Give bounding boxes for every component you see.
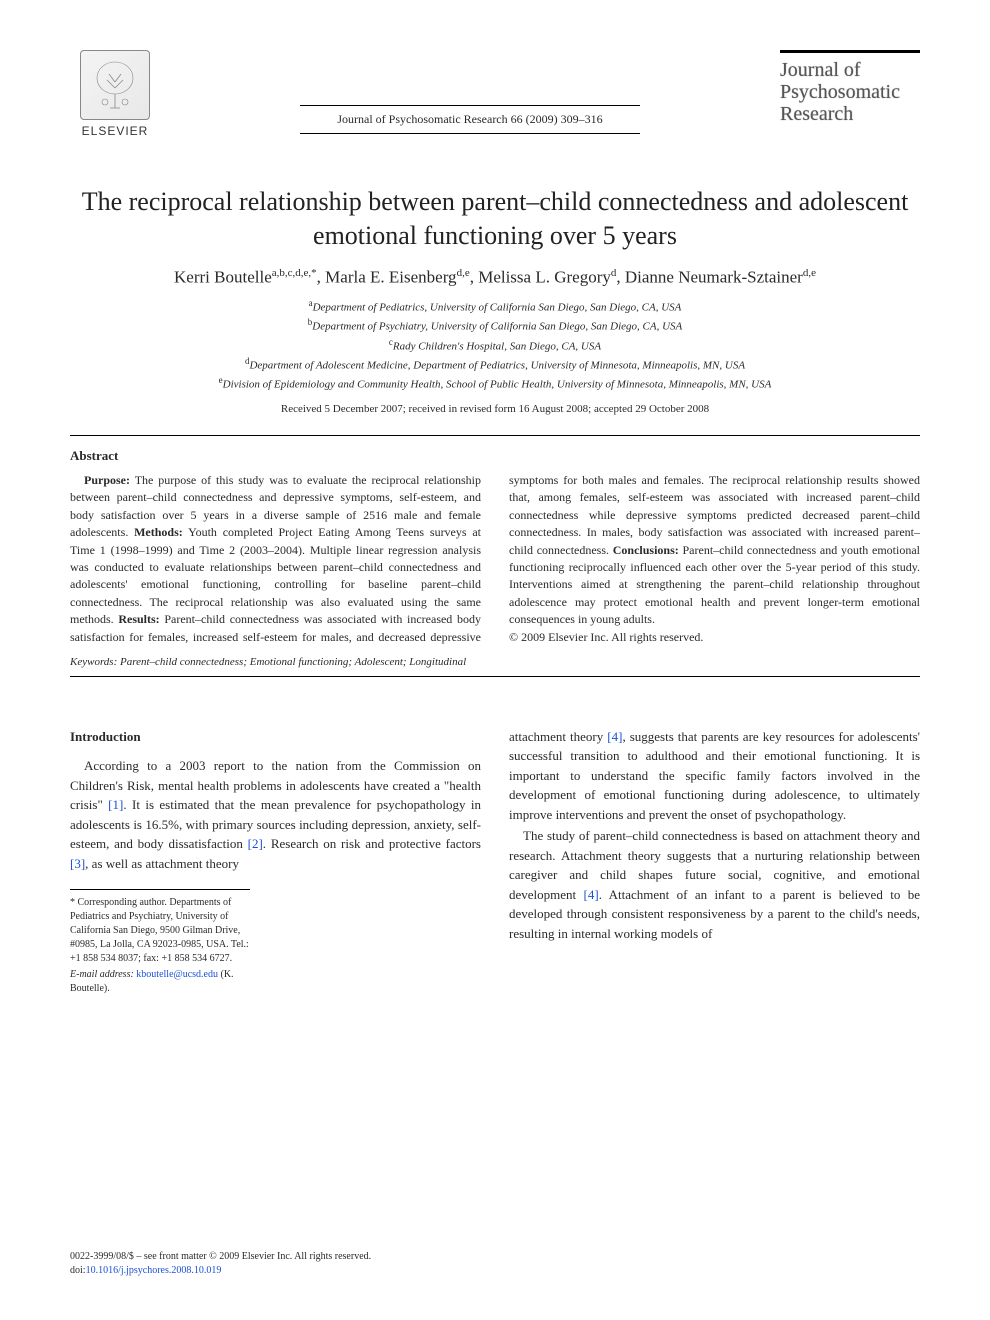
footer-doi[interactable]: 10.1016/j.jpsychores.2008.10.019 bbox=[86, 1265, 222, 1276]
affil-3-text: Department of Adolescent Medicine, Depar… bbox=[249, 359, 745, 371]
intro-p1c: . Research on risk and protective factor… bbox=[263, 836, 481, 851]
citation-1[interactable]: [1] bbox=[108, 797, 123, 812]
journal-reference: Journal of Psychosomatic Research 66 (20… bbox=[300, 105, 640, 134]
citation-3[interactable]: [3] bbox=[70, 856, 85, 871]
intro-para-1-cont: attachment theory [4], suggests that par… bbox=[509, 727, 920, 825]
journal-brand-line3: Research bbox=[780, 103, 853, 125]
elsevier-tree-icon bbox=[80, 50, 150, 120]
author-0-sup: a,b,c,d,e,* bbox=[272, 267, 317, 279]
abstract-copyright: © 2009 Elsevier Inc. All rights reserved… bbox=[509, 630, 703, 644]
keywords-label: Keywords: bbox=[70, 656, 117, 668]
journal-brand-logo: Journal of Psychosomatic Research bbox=[780, 50, 920, 125]
author-2-name: Melissa L. Gregory bbox=[478, 267, 611, 286]
abstract-block: Abstract Purpose: The purpose of this st… bbox=[70, 448, 920, 668]
intro-p1d: , as well as attachment theory bbox=[85, 856, 239, 871]
author-0-name: Kerri Boutelle bbox=[174, 267, 272, 286]
introduction-section: Introduction According to a 2003 report … bbox=[70, 727, 920, 997]
author-2-sup: d bbox=[611, 267, 617, 279]
abstract-conclusions-label: Conclusions: bbox=[613, 543, 679, 557]
journal-brand-text: Journal of Psychosomatic Research bbox=[780, 59, 920, 125]
introduction-heading: Introduction bbox=[70, 727, 481, 747]
authors-line: Kerri Boutellea,b,c,d,e,*, Marla E. Eise… bbox=[70, 267, 920, 288]
footer-copyright: 0022-3999/08/$ – see front matter © 2009… bbox=[70, 1250, 371, 1264]
affil-1-text: Department of Psychiatry, University of … bbox=[312, 321, 682, 333]
abstract-methods-label: Methods: bbox=[134, 525, 183, 539]
intro-para-2: The study of parent–child connectedness … bbox=[509, 826, 920, 943]
journal-reference-box: Journal of Psychosomatic Research 66 (20… bbox=[160, 50, 780, 134]
abstract-methods-text: Youth completed Project Eating Among Tee… bbox=[70, 525, 481, 626]
author-1-name: Marla E. Eisenberg bbox=[325, 267, 456, 286]
rule-above-abstract bbox=[70, 435, 920, 436]
rule-below-abstract bbox=[70, 676, 920, 677]
article-title: The reciprocal relationship between pare… bbox=[70, 185, 920, 253]
intro-para-1: According to a 2003 report to the nation… bbox=[70, 756, 481, 873]
author-3-name: Dianne Neumark-Sztainer bbox=[625, 267, 803, 286]
citation-4[interactable]: [4] bbox=[607, 729, 622, 744]
publisher-name: ELSEVIER bbox=[82, 124, 149, 138]
footnote-email[interactable]: kboutelle@ucsd.edu bbox=[134, 969, 218, 980]
title-block: The reciprocal relationship between pare… bbox=[70, 185, 920, 415]
abstract-columns: Purpose: The purpose of this study was t… bbox=[70, 472, 920, 646]
intro-p1d2: attachment theory bbox=[509, 729, 607, 744]
journal-brand-line2: Psychosomatic bbox=[780, 81, 900, 103]
affil-0-text: Department of Pediatrics, University of … bbox=[313, 302, 682, 314]
abstract-purpose-label: Purpose: bbox=[84, 473, 130, 487]
citation-4b[interactable]: [4] bbox=[584, 887, 599, 902]
abstract-heading: Abstract bbox=[70, 448, 920, 464]
footer-doi-label: doi: bbox=[70, 1265, 86, 1276]
keywords-line: Keywords: Parent–child connectedness; Em… bbox=[70, 656, 920, 668]
abstract-results-label: Results: bbox=[118, 612, 159, 626]
affil-2-text: Rady Children's Hospital, San Diego, CA,… bbox=[393, 340, 601, 352]
footnote-email-label: E-mail address: bbox=[70, 969, 134, 980]
keywords-text: Parent–child connectedness; Emotional fu… bbox=[117, 656, 466, 668]
page-header: ELSEVIER Journal of Psychosomatic Resear… bbox=[70, 50, 920, 145]
author-3-sup: d,e bbox=[803, 267, 816, 279]
corresponding-author-footnote: * Corresponding author. Departments of P… bbox=[70, 889, 250, 996]
affiliations: aDepartment of Pediatrics, University of… bbox=[70, 297, 920, 393]
affil-4-text: Division of Epidemiology and Community H… bbox=[223, 379, 772, 391]
publisher-logo: ELSEVIER bbox=[70, 50, 160, 145]
author-1-sup: d,e bbox=[457, 267, 470, 279]
abstract-paragraph: Purpose: The purpose of this study was t… bbox=[70, 472, 920, 646]
article-dates: Received 5 December 2007; received in re… bbox=[70, 403, 920, 415]
footnote-corr: * Corresponding author. Departments of P… bbox=[70, 896, 250, 966]
citation-2[interactable]: [2] bbox=[248, 836, 263, 851]
page-footer: 0022-3999/08/$ – see front matter © 2009… bbox=[70, 1250, 371, 1278]
journal-brand-line1: Journal of bbox=[780, 59, 861, 81]
